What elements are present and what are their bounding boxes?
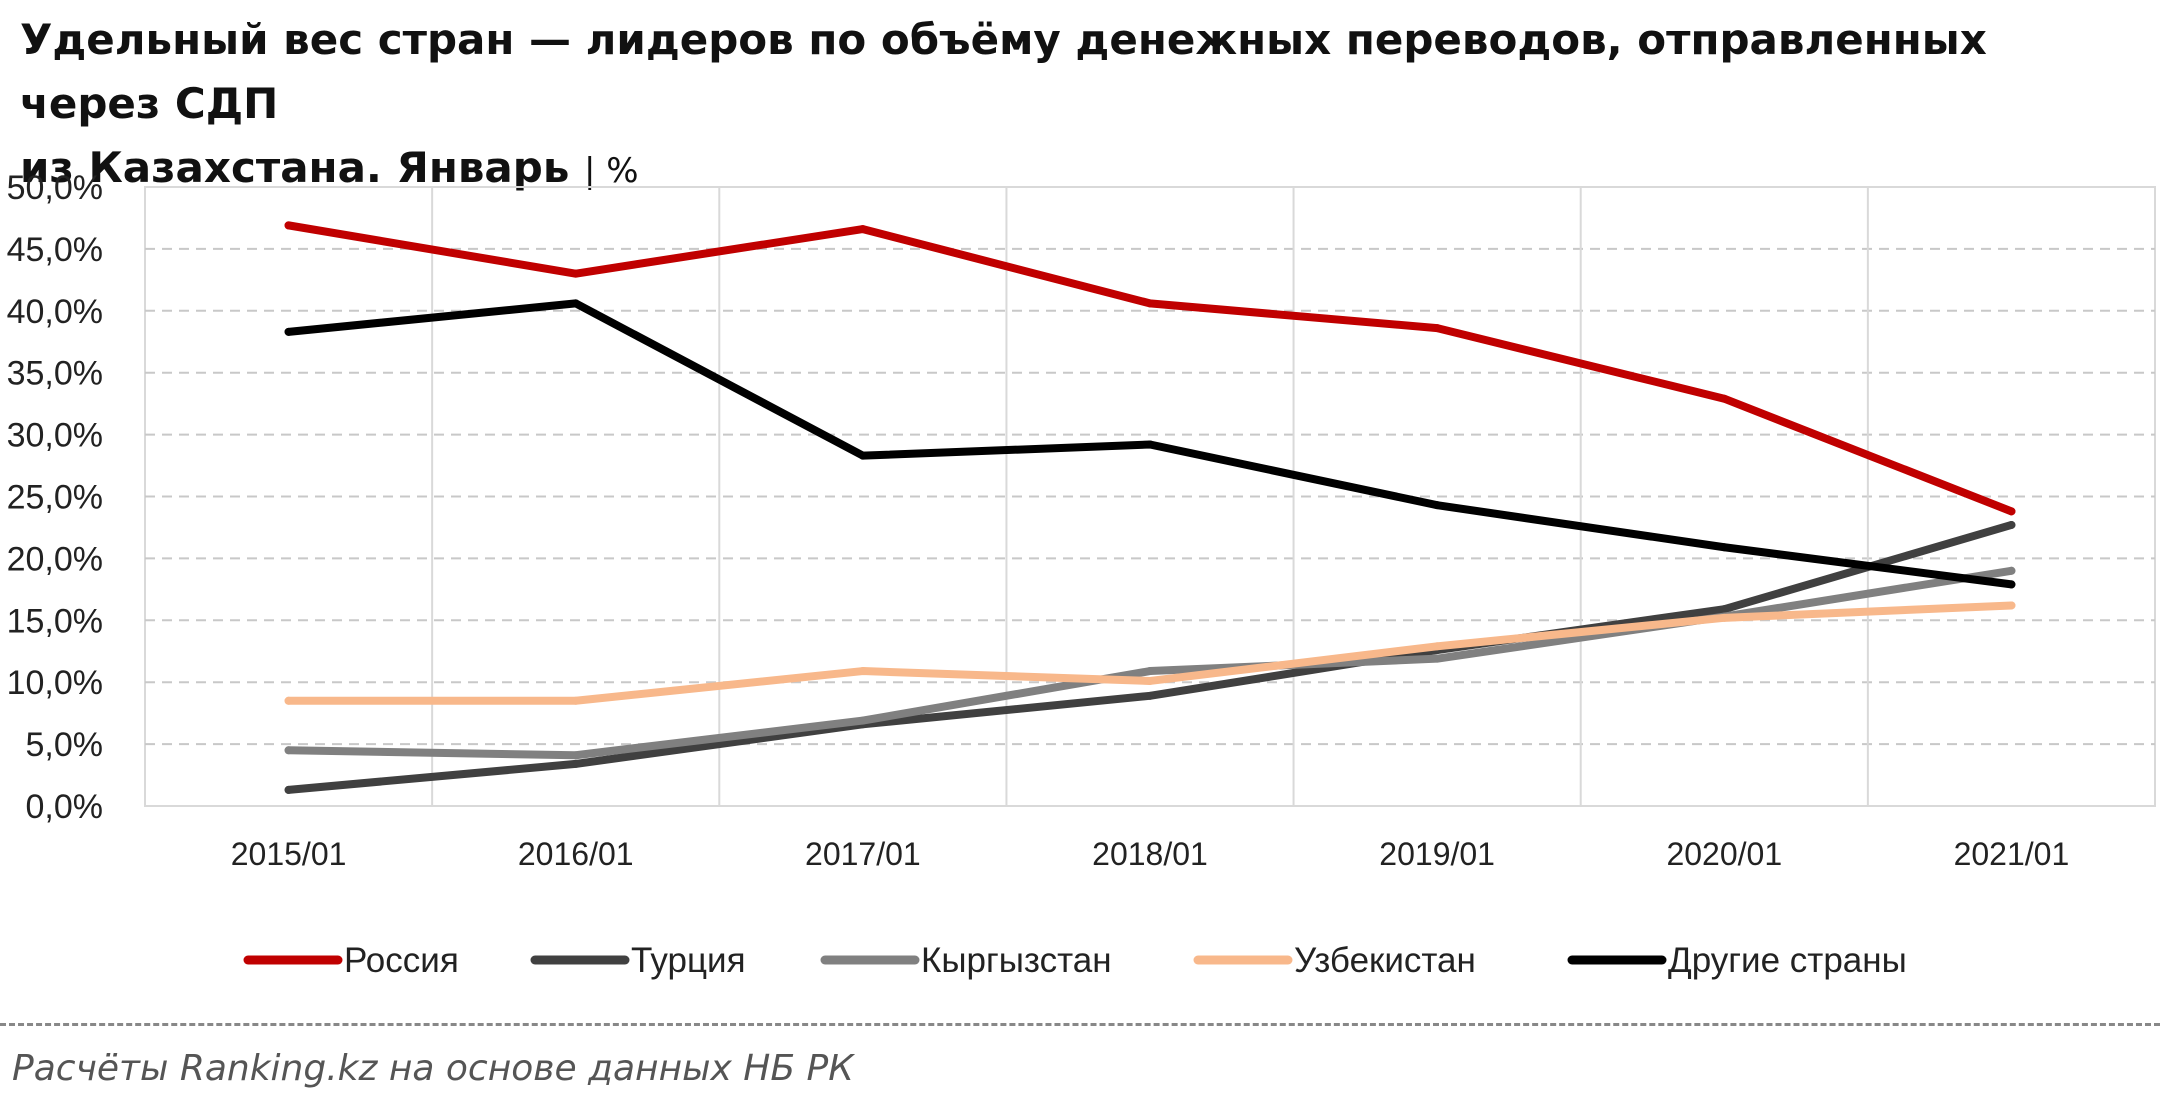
chart-series	[284, 221, 2016, 794]
data-point-узбекистан	[858, 667, 867, 676]
data-point-кыргызстан	[571, 751, 580, 760]
x-tick-label: 2020/01	[1666, 836, 1782, 872]
y-tick-label: 25,0%	[7, 479, 103, 517]
data-point-кыргызстан	[284, 746, 293, 755]
data-point-кыргызстан	[1146, 667, 1154, 676]
x-tick-label: 2017/01	[805, 836, 921, 872]
chart-title-line2-text: из Казахстана. Январь	[20, 143, 570, 192]
data-point-турция	[571, 759, 580, 768]
data-point-узбекистан	[1720, 613, 1729, 622]
data-point-другие-страны	[2007, 580, 2016, 589]
data-point-узбекистан	[2007, 601, 2016, 610]
x-tick-label: 2016/01	[518, 836, 634, 872]
chart-legend: Россия Турция Кыргызстан Узбекистан Другие с…	[243, 941, 1907, 980]
y-tick-label: 20,0%	[7, 540, 103, 578]
chart-title-line2: из Казахстана. Январь | %	[20, 136, 2140, 203]
x-tick-label: 2021/01	[1954, 836, 2070, 872]
y-tick-label: 45,0%	[7, 231, 103, 269]
y-tick-label: 50,0%	[7, 169, 103, 207]
data-point-узбекистан	[1433, 642, 1442, 651]
series-line-турция	[284, 520, 2016, 794]
data-point-кыргызстан	[2007, 566, 2016, 575]
chart-grid	[144, 186, 2156, 807]
legend-label-турция: Турция	[631, 941, 746, 980]
data-point-другие-страны	[858, 451, 867, 460]
source-divider	[0, 1023, 2160, 1026]
legend-label-узбекистан: Узбекистан	[1294, 941, 1476, 980]
chart-title: Удельный вес стран — лидеров по объёму д…	[20, 8, 2140, 203]
y-tick-label: 0,0%	[26, 788, 104, 826]
data-point-другие-страны	[1720, 543, 1729, 552]
data-point-другие-страны	[284, 327, 293, 336]
x-tick-label: 2018/01	[1092, 836, 1208, 872]
data-point-узбекистан	[284, 696, 293, 705]
x-axis-ticks: 2015/01 2016/01 2017/01 2018/01 2019/01 2020/…	[231, 836, 2070, 872]
line-chart: 0,0% 5,0% 10,0% 15,0% 20,0% 25,0% 30,0% 35,0% 40…	[7, 169, 2156, 980]
legend-label-россия: Россия	[344, 941, 459, 980]
data-point-россия	[1146, 299, 1154, 308]
data-point-турция	[2007, 520, 2016, 529]
data-point-кыргызстан	[858, 716, 867, 725]
data-point-турция	[284, 785, 293, 794]
data-point-узбекистан	[571, 696, 580, 705]
data-point-турция	[1146, 691, 1154, 700]
y-tick-label: 40,0%	[7, 293, 103, 331]
y-tick-label: 10,0%	[7, 664, 103, 702]
data-point-россия	[2007, 507, 2016, 516]
data-point-другие-страны	[1433, 501, 1442, 510]
y-tick-label: 5,0%	[26, 726, 104, 764]
y-tick-label: 30,0%	[7, 417, 103, 455]
x-tick-label: 2015/01	[231, 836, 347, 872]
data-point-кыргызстан	[1433, 654, 1442, 663]
data-point-другие-страны	[1146, 440, 1154, 449]
y-axis-ticks: 0,0% 5,0% 10,0% 15,0% 20,0% 25,0% 30,0% 35,0% 40…	[7, 169, 103, 826]
data-point-другие-страны	[571, 299, 580, 308]
chart-title-unit: | %	[584, 151, 639, 191]
legend-label-другие-страны: Другие страны	[1668, 941, 1907, 980]
source-note: Расчёты Ranking.kz на основе данных НБ Р…	[12, 1048, 854, 1089]
data-point-россия	[1433, 324, 1442, 333]
data-point-узбекистан	[1146, 676, 1154, 685]
data-point-турция	[1720, 605, 1729, 614]
data-point-россия	[284, 221, 293, 230]
y-tick-label: 35,0%	[7, 355, 103, 393]
data-point-россия	[1720, 394, 1729, 403]
legend-label-кыргызстан: Кыргызстан	[921, 941, 1112, 980]
chart-title-line1: Удельный вес стран — лидеров по объёму д…	[20, 15, 1987, 128]
data-point-россия	[571, 269, 580, 278]
data-point-россия	[858, 225, 867, 234]
series-line-россия	[284, 221, 2016, 516]
y-tick-label: 15,0%	[7, 602, 103, 640]
x-tick-label: 2019/01	[1379, 836, 1495, 872]
